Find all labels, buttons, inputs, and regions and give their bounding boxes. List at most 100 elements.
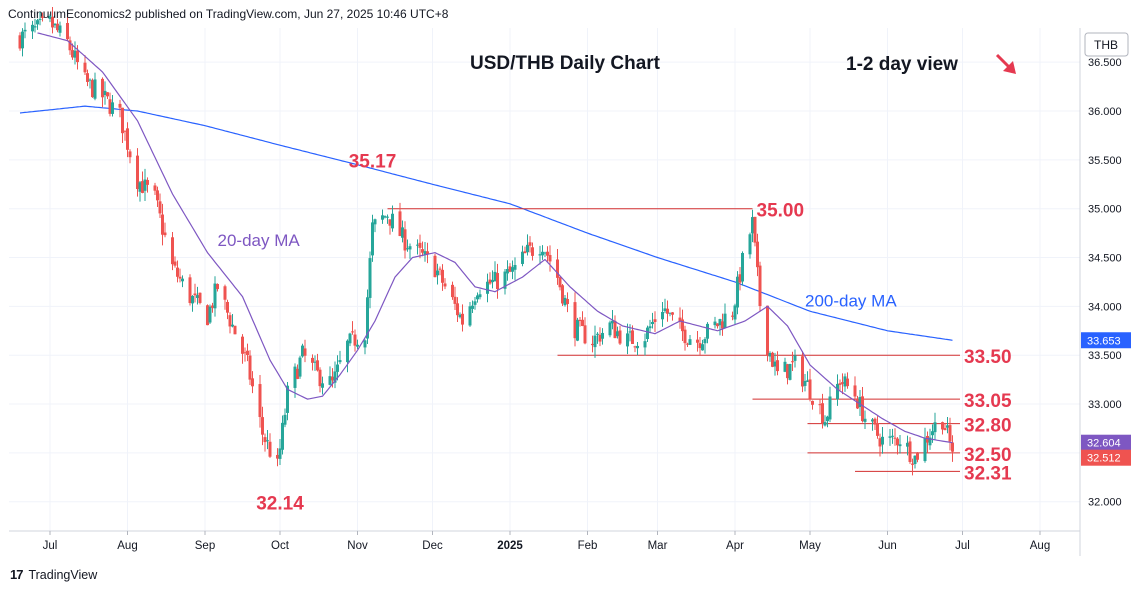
candle-body [818,404,822,406]
candle-body [801,356,804,387]
candle-body [668,312,672,314]
candle-body [73,50,77,58]
footer: 17 TradingView [10,567,97,582]
candle-body [191,295,194,304]
candle-body [836,383,839,400]
candle-body [928,437,932,446]
candle-body [828,396,832,420]
candle-body [841,382,844,384]
candle-body [366,297,369,339]
candle-body [741,252,744,282]
candle-body [873,418,877,425]
candle-body [223,286,227,300]
candle-body [406,248,409,250]
x-tick-label: Aug [1030,540,1050,552]
candle-body [528,242,532,246]
candle-body [916,453,919,460]
candle-body [951,442,954,452]
candle-body [471,305,474,309]
candle-body [506,269,509,274]
x-tick-label: Jun [878,540,897,552]
candle-body [913,455,917,465]
candle-body [696,339,699,343]
candle-body [423,251,427,255]
candle-body [386,216,389,218]
candle-body [426,251,429,255]
candle-body [181,278,184,282]
candle-body [686,343,689,345]
chart-title: USD/THB Daily Chart [470,53,661,74]
candle-body [363,340,367,348]
candle-body [263,437,267,443]
candle-body [383,216,387,218]
candle-body [438,268,442,270]
candle-body [653,319,657,322]
candle-body [616,331,619,337]
candle-body [806,380,809,382]
candle-body [543,252,547,254]
candle-body [871,419,874,422]
candle-body [251,378,254,387]
candle-body [23,29,27,32]
candle-body [156,190,159,201]
candle-body [66,23,69,40]
candle-body [421,249,424,253]
candle-body [698,343,702,349]
candle-body [748,234,752,255]
candle-body [488,279,492,284]
x-tick-label: Jul [43,540,58,552]
candle-body [908,441,912,462]
candle-body [888,436,892,438]
candle-body [591,343,594,346]
candle-body [808,379,812,400]
candle-body [573,302,577,339]
candle-body [371,222,374,256]
ma200-layer [19,105,953,341]
candle-body [331,376,334,381]
candle-body [143,179,147,191]
x-tick-label: Feb [578,540,598,552]
candle-body [858,397,862,408]
candle-body [211,305,214,308]
candle-body [633,346,637,348]
candle-body [56,23,59,31]
x-tick-label: Apr [726,540,744,552]
candle-body [766,305,769,356]
candle-body [206,305,209,326]
candle-body [416,244,419,246]
candle-body [53,23,57,26]
time-axis[interactable]: Jul Aug Sep Oct Nov Dec 2025 Feb Mar Apr May Jun Jul… [43,531,1051,552]
candle-body [241,336,244,354]
currency-badge[interactable]: THB [1084,32,1129,57]
y-tick-label: 32.000 [1088,497,1122,509]
candle-body [178,276,182,279]
level-label: 35.00 [757,201,805,222]
x-tick-label: 2025 [497,540,523,552]
candle-body [733,305,737,320]
candle-body [566,299,569,305]
candle-body [158,201,162,214]
candle-body [688,339,692,345]
candle-body [461,313,464,325]
candle-body [266,440,269,442]
candle-body [248,355,252,380]
candle-body [258,384,262,418]
candle-body [521,251,524,264]
candle-body [261,417,264,435]
y-tick-label: 36.500 [1088,57,1122,69]
candle-body [666,308,669,314]
candle-body [788,363,792,380]
price-badge [1081,449,1131,466]
tradingview-logo-icon: 17 [10,567,24,582]
candle-body [648,326,652,329]
candle-body [576,319,579,341]
candle-body [33,26,37,28]
candle-body [756,241,759,268]
candle-body [933,422,937,433]
candle-body [636,345,639,349]
candle-body [878,438,882,447]
candle-body [451,284,454,298]
candle-body [846,378,849,387]
publisher-header: ContinuumEconomics2 published on Trading… [8,7,449,21]
